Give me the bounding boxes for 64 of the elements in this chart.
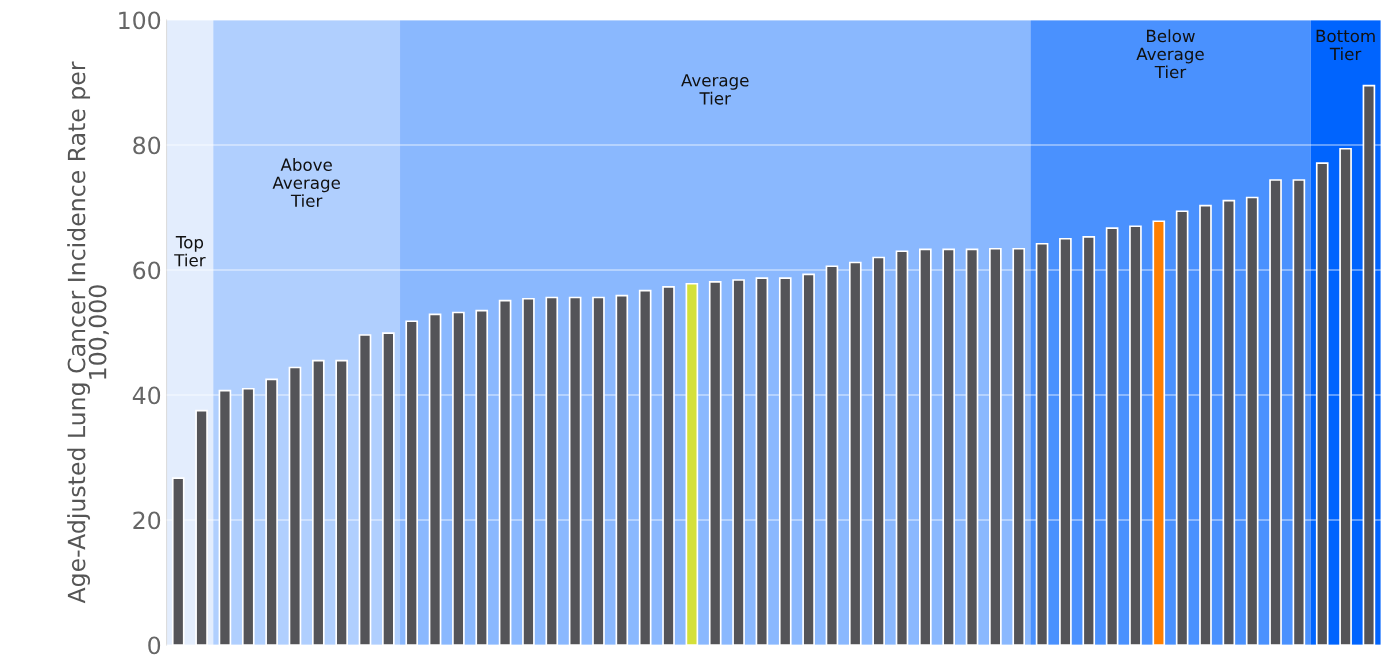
bar	[1012, 247, 1026, 646]
bar	[1035, 242, 1049, 646]
bar	[872, 256, 885, 646]
annotation: Bottom Tier	[1316, 29, 1375, 61]
y-tick-label: 100	[119, 11, 161, 30]
bar	[1175, 210, 1189, 646]
bar	[1105, 227, 1119, 646]
y-tick-label: 40	[132, 386, 161, 405]
bar	[241, 387, 255, 646]
annotation: Average Tier	[681, 74, 749, 105]
bar	[335, 359, 348, 646]
bar	[825, 265, 839, 646]
bar	[685, 282, 699, 646]
y-axis-title: Age-Adjusted Lung Cancer Incidence Rate per 100,000	[67, 61, 109, 604]
annotation: Below Average Tier	[1136, 29, 1204, 79]
bar	[428, 313, 442, 646]
bar	[919, 248, 932, 646]
bar	[522, 297, 535, 646]
bar	[288, 366, 302, 646]
bar	[545, 296, 559, 646]
bar	[989, 247, 1002, 646]
bar	[1339, 147, 1352, 646]
bar	[1315, 162, 1329, 646]
bar	[755, 277, 769, 646]
bar	[895, 250, 909, 646]
bar	[311, 359, 325, 646]
bar	[1129, 225, 1142, 646]
bar	[1269, 179, 1282, 646]
bar	[942, 248, 955, 646]
bar	[498, 299, 512, 646]
bar	[265, 378, 278, 646]
bar	[778, 277, 792, 646]
bar	[965, 248, 979, 646]
bar	[1362, 84, 1376, 646]
bar	[1199, 204, 1212, 646]
bar	[1059, 237, 1072, 646]
bar	[195, 409, 208, 646]
bar	[615, 294, 629, 646]
y-tick-label: 60	[133, 261, 161, 280]
bar	[452, 311, 465, 646]
bar	[475, 309, 489, 646]
annotation: Top Tier	[174, 236, 206, 267]
bar	[405, 320, 419, 646]
bar	[1222, 199, 1236, 646]
bar	[218, 389, 232, 646]
bar	[802, 273, 815, 646]
bar	[1082, 236, 1096, 646]
bar	[171, 477, 185, 646]
bar	[568, 296, 582, 646]
y-tick-label: 20	[133, 511, 161, 530]
y-tick-label: 80	[133, 136, 161, 155]
bar	[848, 261, 862, 646]
bar	[382, 332, 395, 646]
bar	[592, 296, 605, 646]
bar	[358, 334, 372, 646]
bar	[662, 286, 675, 646]
bar	[1245, 196, 1259, 646]
y-tick-label: 0	[148, 636, 161, 655]
bar	[638, 289, 652, 646]
annotation: Above Average Tier	[272, 158, 340, 208]
bar	[732, 279, 745, 646]
bar	[708, 281, 722, 646]
bar	[1292, 179, 1306, 646]
bar	[1152, 220, 1166, 646]
